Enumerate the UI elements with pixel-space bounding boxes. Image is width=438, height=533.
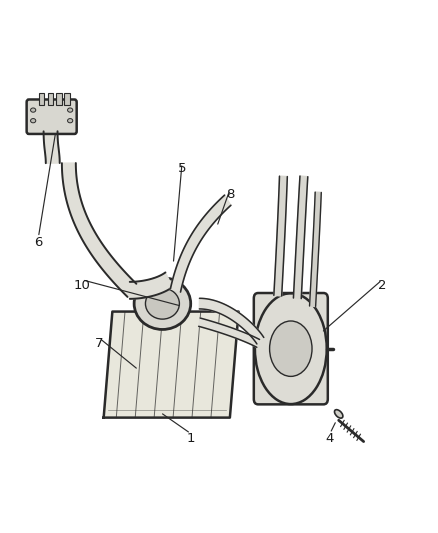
Bar xyxy=(64,93,70,105)
Text: 7: 7 xyxy=(95,337,103,350)
Text: 8: 8 xyxy=(226,189,234,201)
Bar xyxy=(56,93,62,105)
Bar xyxy=(39,93,45,105)
Polygon shape xyxy=(199,318,260,348)
Text: 6: 6 xyxy=(34,236,42,249)
Polygon shape xyxy=(199,298,264,344)
Ellipse shape xyxy=(270,321,312,376)
Polygon shape xyxy=(130,272,173,299)
Text: 1: 1 xyxy=(187,432,195,446)
Polygon shape xyxy=(310,192,321,306)
Polygon shape xyxy=(170,195,231,292)
Ellipse shape xyxy=(67,108,73,112)
Text: 10: 10 xyxy=(74,279,90,292)
Ellipse shape xyxy=(134,278,191,329)
Ellipse shape xyxy=(31,108,36,112)
Polygon shape xyxy=(44,131,60,163)
Ellipse shape xyxy=(31,118,36,123)
Text: 5: 5 xyxy=(178,162,186,175)
Ellipse shape xyxy=(67,118,73,123)
Ellipse shape xyxy=(335,410,343,418)
Polygon shape xyxy=(293,176,308,298)
Polygon shape xyxy=(62,163,136,297)
Text: 4: 4 xyxy=(326,432,334,446)
FancyBboxPatch shape xyxy=(254,293,328,405)
Text: 2: 2 xyxy=(378,279,386,292)
Polygon shape xyxy=(274,176,287,296)
FancyBboxPatch shape xyxy=(27,100,77,134)
Ellipse shape xyxy=(145,288,180,319)
Bar xyxy=(47,93,53,105)
Polygon shape xyxy=(104,312,239,418)
